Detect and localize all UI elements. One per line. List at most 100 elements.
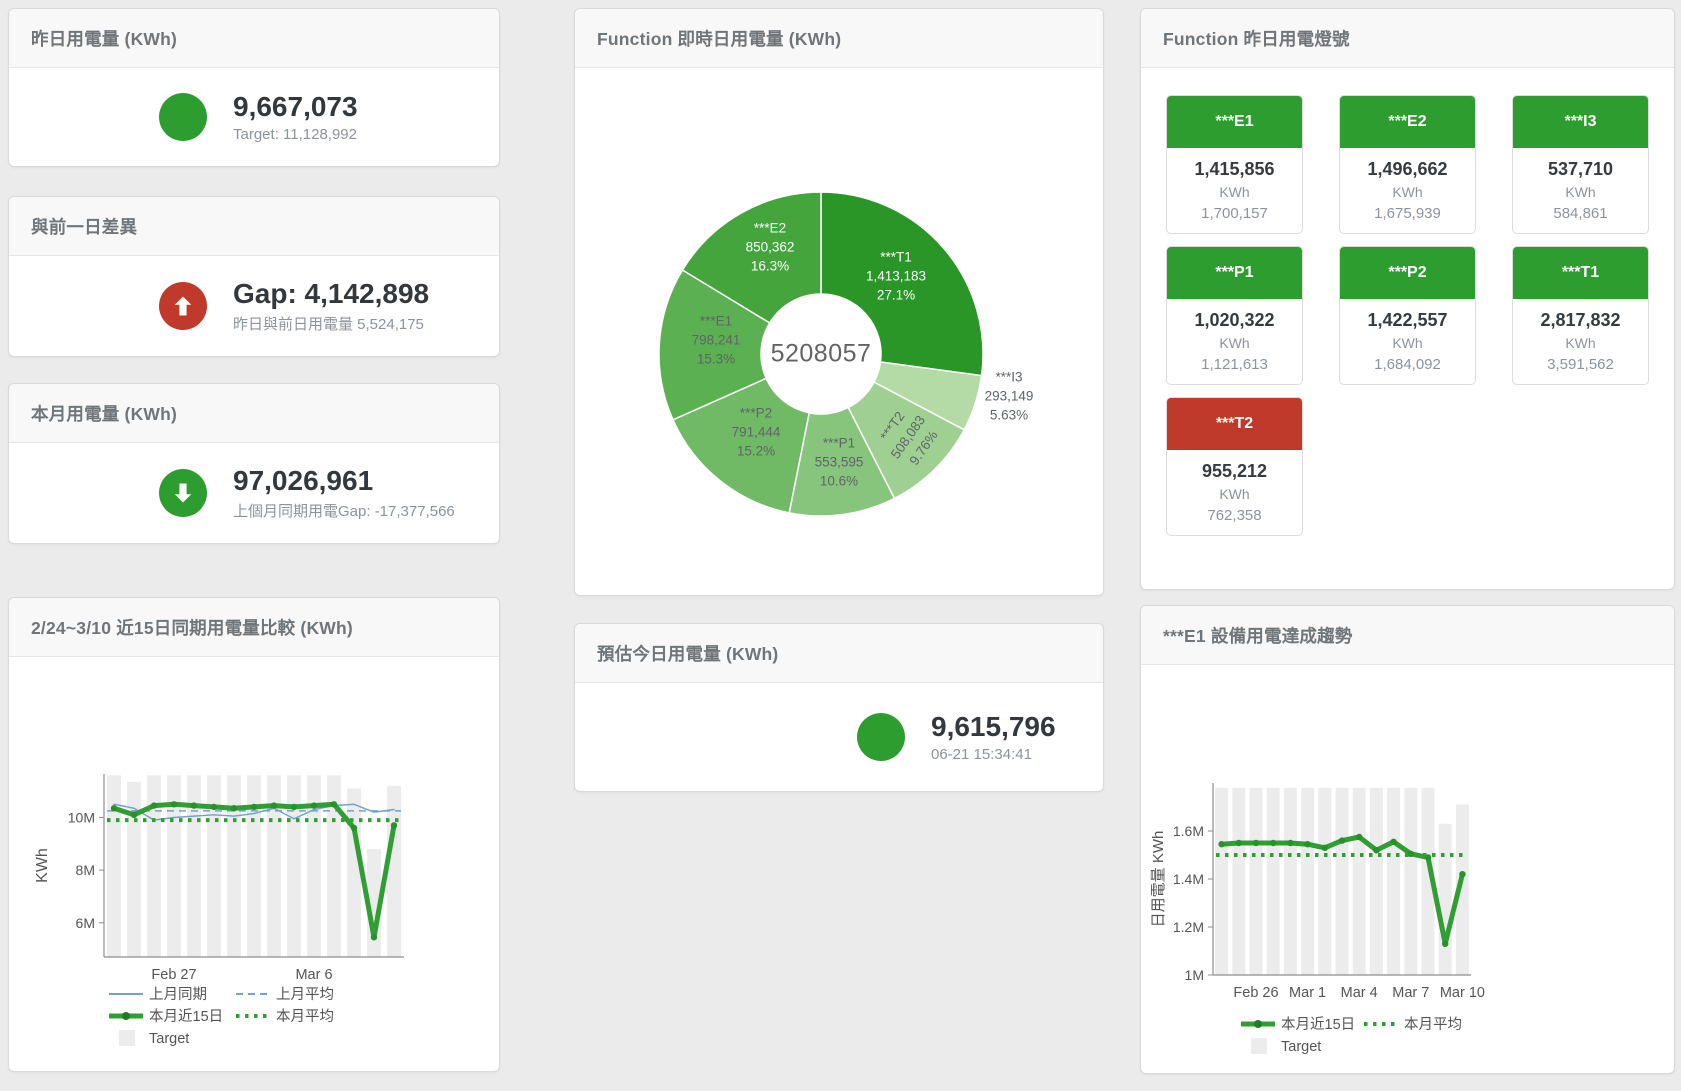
compare-chart: 6M 8M 10M Feb 27 Mar 6 KWh 上月同期 上月平均 本月近15日 本月平均 T… [9, 657, 499, 1071]
card-title: ***E1 設備用電達成趨勢 [1141, 606, 1674, 665]
kpi-value: 9,667,073 [233, 91, 358, 123]
lamp-tile-T2: ***T2 955,212 KWh 762,358 [1166, 397, 1303, 536]
lamp-tile-unit: KWh [1565, 335, 1596, 351]
lamp-tile-target: 1,700,157 [1201, 205, 1268, 222]
lamp-tile-value: 537,710 [1547, 159, 1614, 179]
svg-text:KWh: KWh [34, 848, 51, 883]
lamp-tile-unit: KWh [1219, 184, 1250, 200]
lamp-tile-value: 1,496,662 [1367, 159, 1448, 179]
kpi-value: 9,615,796 [931, 711, 1056, 743]
card-title: 預估今日用電量 (KWh) [575, 624, 1103, 683]
lamp-tile-name: ***T1 [1513, 247, 1648, 299]
status-circle-icon [159, 93, 207, 141]
lamp-tile-value: 1,415,856 [1194, 159, 1275, 179]
kpi-timestamp: 06-21 15:34:41 [931, 745, 1032, 763]
lamp-tile-target: 584,861 [1553, 205, 1608, 222]
lamp-tile-unit: KWh [1392, 184, 1423, 200]
donut-center-total: 5208057 [770, 339, 872, 368]
kpi-value: Gap: 4,142,898 [233, 278, 430, 310]
lamp-tile-name: ***I3 [1513, 96, 1648, 148]
donut-slice-label: ***T1 1,413,183 27.1% [865, 249, 927, 303]
arrow-up-icon [159, 282, 207, 330]
svg-text:上月平均: 上月平均 [276, 986, 334, 1003]
donut-svg [658, 191, 984, 517]
lamp-tile-name: ***E1 [1167, 96, 1302, 148]
svg-text:Mar 4: Mar 4 [1341, 985, 1378, 1001]
kpi-subtitle: 上個月同期用電Gap: -17,377,566 [233, 502, 455, 520]
lamp-tile-target: 1,684,092 [1374, 356, 1441, 373]
kpi-subtitle: Target: 11,128,992 [233, 125, 357, 143]
lamp-tile-I3: ***I3 537,710 KWh 584,861 [1512, 95, 1649, 234]
card-title: Function 即時日用電量 (KWh) [575, 9, 1103, 68]
lamp-tile-name: ***E2 [1340, 96, 1475, 148]
lamp-tile-E1: ***E1 1,415,856 KWh 1,700,157 [1166, 95, 1303, 234]
card-gap-previous-day: 與前一日差異 Gap: 4,142,898 昨日與前日用電量 5,524,175 [8, 196, 500, 357]
legend-item-1-0[interactable]: Target [1251, 1038, 1321, 1055]
card-15day-compare-chart: 2/24~3/10 近15日同期用電量比較 (KWh) 6M 8M 10M Feb 2… [8, 597, 500, 1072]
status-circle-icon [857, 713, 905, 761]
lamp-grid: ***E1 1,415,856 KWh 1,700,157 ***E2 1,496,662… [1141, 68, 1674, 536]
donut-slice-T1[interactable] [820, 191, 984, 377]
card-today-forecast: 預估今日用電量 (KWh) 9,615,796 06-21 15:34:41 [574, 623, 1104, 792]
trend-chart-mount-svg: 1M 1.2M 1.4M 1.6M Feb 26 Mar 1 Mar 4 Mar 7 Mar 1… [1150, 783, 1485, 1055]
card-title: 2/24~3/10 近15日同期用電量比較 (KWh) [9, 598, 499, 657]
svg-text:8M: 8M [76, 862, 95, 878]
lamp-tile-target: 3,591,562 [1547, 356, 1614, 373]
legend-item-1-1[interactable]: 本月平均 [236, 1008, 334, 1025]
svg-text:6M: 6M [76, 915, 95, 931]
lamp-tile-P1: ***P1 1,020,322 KWh 1,121,613 [1166, 246, 1303, 385]
lamp-tile-unit: KWh [1219, 335, 1250, 351]
card-title: 本月用電量 (KWh) [9, 384, 499, 443]
card-title: Function 昨日用電燈號 [1141, 9, 1674, 68]
svg-text:Target: Target [149, 1031, 189, 1047]
svg-text:Mar 7: Mar 7 [1392, 985, 1429, 1001]
svg-text:Mar 1: Mar 1 [1289, 985, 1326, 1001]
card-title: 與前一日差異 [9, 197, 499, 256]
svg-text:1.4M: 1.4M [1173, 871, 1204, 887]
legend-item-0-0[interactable]: 本月近15日 [1241, 1016, 1355, 1033]
card-realtime-donut: Function 即時日用電量 (KWh) ***T1 1,413,183 27.1… [574, 8, 1104, 596]
svg-text:1.2M: 1.2M [1173, 919, 1204, 935]
legend-item-2-0[interactable]: Target [119, 1030, 189, 1047]
lamp-tile-target: 762,358 [1207, 507, 1262, 524]
legend-item-0-1[interactable]: 本月平均 [1364, 1016, 1462, 1033]
svg-text:本月平均: 本月平均 [276, 1008, 334, 1025]
kpi-value: 97,026,961 [233, 465, 374, 497]
svg-text:Feb 27: Feb 27 [151, 967, 196, 983]
lamp-tile-unit: KWh [1219, 486, 1250, 502]
svg-text:本月近15日: 本月近15日 [1281, 1016, 1355, 1033]
card-month-usage: 本月用電量 (KWh) 97,026,961 上個月同期用電Gap: -17,3… [8, 383, 500, 544]
svg-text:Mar 10: Mar 10 [1440, 985, 1485, 1001]
donut-slice-P2[interactable] [671, 377, 811, 514]
donut-slice-label: ***P1 553,595 10.6% [814, 435, 864, 489]
lamp-tile-value: 955,212 [1201, 461, 1268, 481]
donut-slice-label: ***E1 798,241 15.3% [691, 313, 741, 367]
lamp-tile-T1: ***T1 2,817,832 KWh 3,591,562 [1512, 246, 1649, 385]
lamp-tile-unit: KWh [1392, 335, 1423, 351]
lamp-tile-name: ***P1 [1167, 247, 1302, 299]
donut-slice-label: ***P2 791,444 15.2% [731, 405, 781, 459]
legend-item-0-1[interactable]: 上月平均 [236, 986, 334, 1003]
donut-slice-label: ***E2 850,362 16.3% [745, 220, 795, 274]
donut-slice-E1[interactable] [658, 269, 771, 421]
svg-text:日用電量 KWh: 日用電量 KWh [1150, 831, 1167, 928]
card-title: 昨日用電量 (KWh) [9, 9, 499, 68]
lamp-tile-P2: ***P2 1,422,557 KWh 1,684,092 [1339, 246, 1476, 385]
arrow-down-glyph [174, 483, 192, 503]
arrow-up-glyph [174, 296, 192, 316]
card-e1-trend-chart: ***E1 設備用電達成趨勢 1M 1.2M 1.4M 1.6M Feb 26 Mar 1… [1140, 605, 1675, 1074]
lamp-tile-value: 1,422,557 [1367, 310, 1448, 330]
donut-slice-E2[interactable] [681, 191, 822, 324]
lamp-tile-name: ***P2 [1340, 247, 1475, 299]
svg-text:本月平均: 本月平均 [1404, 1016, 1462, 1033]
legend-item-1-0[interactable]: 本月近15日 [109, 1008, 223, 1025]
lamp-tile-value: 2,817,832 [1540, 310, 1621, 330]
svg-text:Target: Target [1281, 1039, 1321, 1055]
donut-chart: ***T1 1,413,183 27.1% ***I3 293,149 5.63% ***T… [575, 68, 1103, 595]
svg-text:Feb 26: Feb 26 [1233, 985, 1278, 1001]
kpi-subtitle: 昨日與前日用電量 5,524,175 [233, 315, 424, 333]
card-yesterday-usage: 昨日用電量 (KWh) 9,667,073 Target: 11,128,992 [8, 8, 500, 167]
legend-item-0-0[interactable]: 上月同期 [109, 986, 207, 1003]
